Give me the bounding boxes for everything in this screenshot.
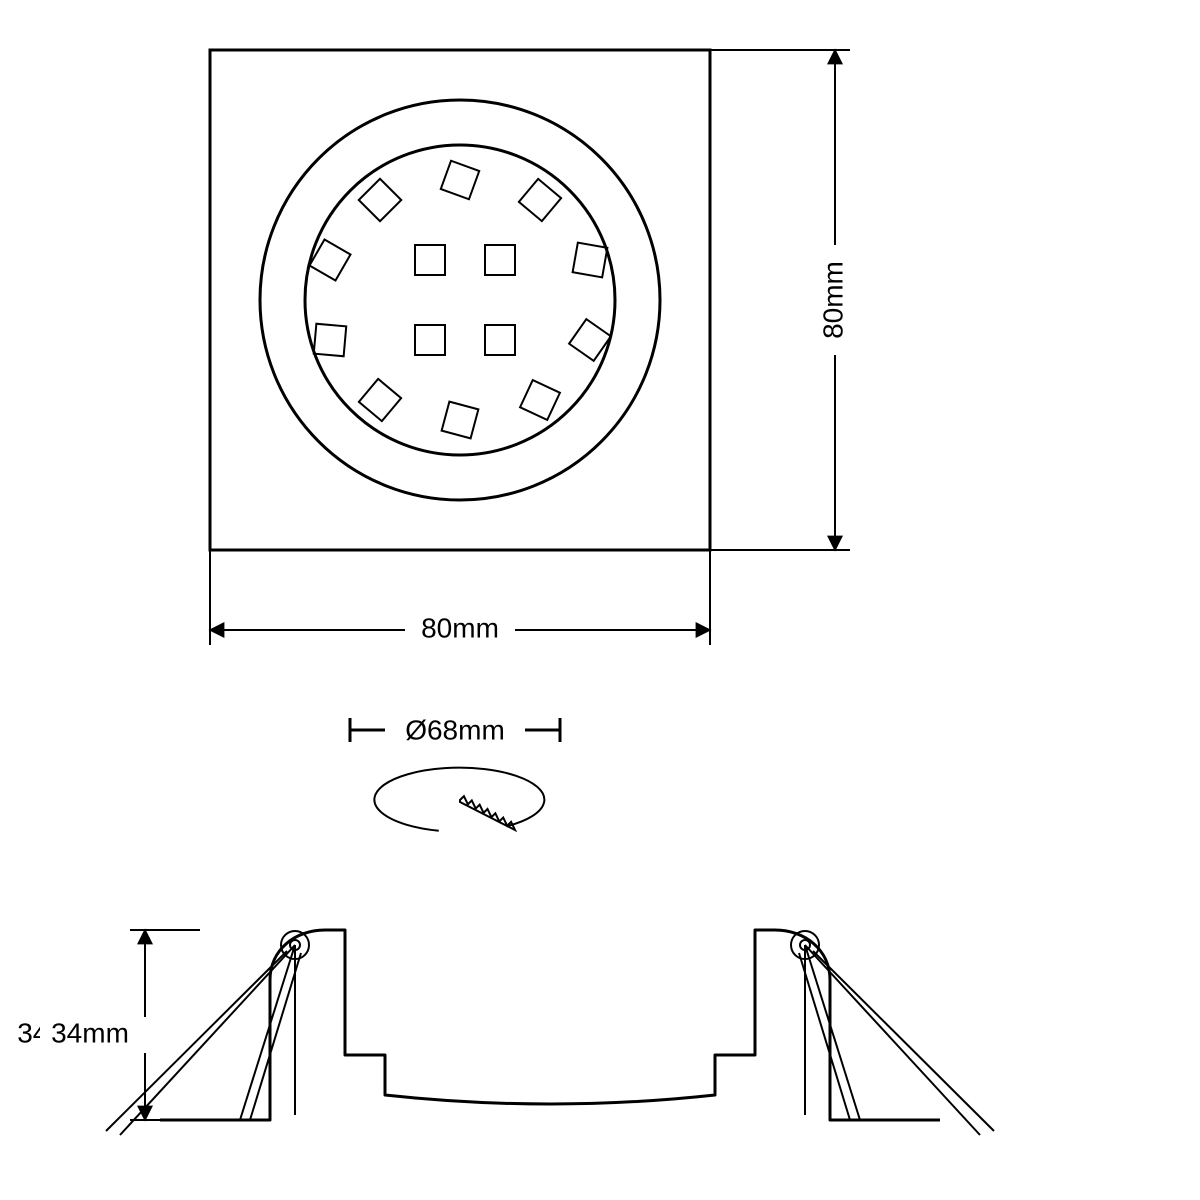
technical-drawing: 80mm80mmØ68mm34mm34mm — [0, 0, 1200, 1200]
cutout-ellipse — [374, 768, 544, 831]
led-chip — [485, 245, 515, 275]
led-chip — [442, 402, 479, 439]
dim-width-label: 80mm — [421, 612, 499, 643]
dim-cutout-label: Ø68mm — [405, 714, 505, 745]
fixture-square — [210, 50, 710, 550]
led-chip — [520, 380, 560, 420]
led-chip — [519, 179, 561, 221]
led-chip — [359, 379, 401, 421]
led-chip — [359, 179, 401, 221]
led-chip — [314, 324, 347, 357]
led-chip — [415, 245, 445, 275]
led-chip — [573, 243, 608, 278]
bezel-inner-circle — [305, 145, 615, 455]
bezel-outer-circle — [260, 100, 660, 500]
led-chip — [485, 325, 515, 355]
led-chip — [415, 325, 445, 355]
side-profile — [160, 930, 940, 1120]
dim-height-label: 80mm — [817, 261, 848, 339]
holesaw-icon — [460, 796, 515, 830]
led-chip — [441, 161, 479, 199]
dim-depth-label: 34mm — [51, 1017, 129, 1048]
